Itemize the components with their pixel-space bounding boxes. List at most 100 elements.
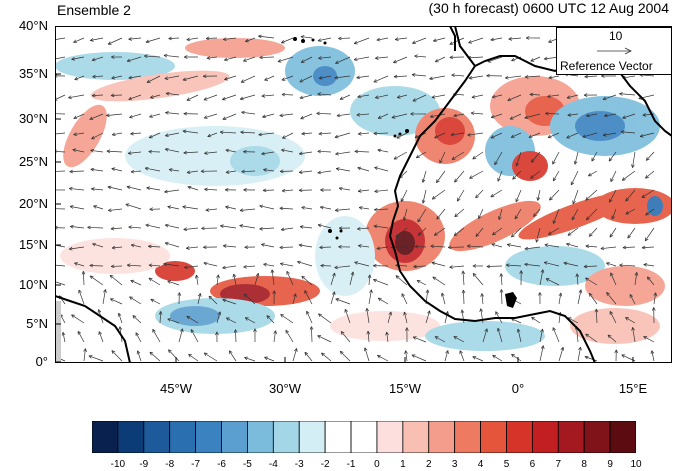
wind-arrow [280,169,294,174]
wind-arrow [431,189,446,200]
wind-arrow [61,331,66,343]
wind-arrow [126,185,142,191]
wind-arrow [507,94,522,102]
wind-arrow [164,147,180,153]
wind-arrow [525,36,541,40]
wind-arrow [149,207,161,212]
wind-arrow [583,93,598,97]
wind-arrow [429,113,446,119]
wind-arrow [285,329,294,343]
wind-arrow [219,130,237,135]
wind-arrow [91,132,104,140]
wind-arrow [55,37,66,42]
wind-arrow [111,75,123,80]
wind-arrow [226,317,237,324]
wind-arrow [186,94,199,101]
wind-arrow [436,208,446,220]
wind-arrow [530,170,541,179]
wind-arrow [396,94,408,99]
wind-arrow [262,113,275,119]
wind-arrow [625,317,636,324]
colorbar-label: 7 [555,459,562,470]
wind-arrow [552,170,560,182]
wind-arrow [317,335,332,343]
wind-arrow [182,75,199,81]
wind-arrow [81,271,86,286]
wind-arrow [225,170,237,174]
wind-arrow [486,73,503,78]
wind-arrow [233,329,238,343]
wind-arrow [585,277,598,286]
wind-arrow [102,289,107,305]
wind-arrow [74,75,85,81]
lat-label: 20°N [18,196,48,211]
wind-arrow [552,151,560,165]
wind-arrow [499,289,504,305]
wind-arrow [434,336,446,343]
colorbar-label: 1 [400,459,406,470]
colorbar-label: -3 [294,459,304,470]
wind-arrow [280,262,294,267]
wind-arrow [496,327,503,343]
wind-arrow [374,166,389,172]
wind-arrow [358,244,370,248]
wind-arrow [317,92,332,96]
wind-arrow [582,132,598,139]
wind-arrow [128,225,142,230]
wind-arrow [87,225,104,230]
colorbar-swatch [324,421,352,453]
wind-arrow [414,244,427,249]
wind-arrow [281,92,294,97]
wind-arrow [107,37,123,45]
wind-arrow [584,355,598,362]
wind-arrow [563,261,579,267]
wind-arrow [577,289,583,305]
wind-arrow [220,224,237,229]
colorbar-swatch [428,421,456,453]
wind-arrow [201,226,218,231]
wind-arrow [385,331,389,343]
wind-arrow [335,56,351,64]
wind-arrow [163,53,180,58]
wind-arrow [373,263,389,268]
wind-arrow [144,54,161,58]
wind-arrow [530,151,541,163]
wind-arrow [356,75,370,80]
wind-arrow [72,148,85,153]
wind-arrow [183,150,199,155]
wind-arrow [224,56,237,62]
wind-arrow [224,187,237,192]
wind-arrow [470,111,484,116]
wind-arrow [298,188,313,193]
wind-arrow [318,75,332,80]
wind-arrow [433,227,446,236]
wind-arrow [270,269,275,286]
wind-arrow [441,292,446,305]
wind-arrow [111,167,123,172]
wind-arrow [74,262,85,267]
wind-arrow [164,223,180,229]
wind-arrow [583,264,598,269]
wind-arrow [610,272,617,286]
wind-arrow [150,298,161,305]
wind-arrow [395,275,408,286]
wind-arrow [451,151,465,160]
wind-arrow [439,151,446,164]
wind-arrow [279,245,294,250]
colorbar-swatch [221,421,248,453]
colorbar-swatch [298,421,326,453]
wind-arrow [393,151,408,160]
wind-arrow [416,280,427,286]
panel-title: Ensemble 2 [57,2,131,18]
wind-arrow [71,314,85,324]
wind-arrow [73,132,85,137]
wind-arrow [529,92,541,97]
wind-arrow [566,242,579,248]
wind-arrow [334,208,351,212]
wind-arrow [645,170,655,179]
wind-arrow [261,243,275,248]
wind-arrow [232,273,237,286]
wind-arrow [585,208,598,221]
wind-arrow [89,113,104,120]
wind-arrow [261,94,275,98]
